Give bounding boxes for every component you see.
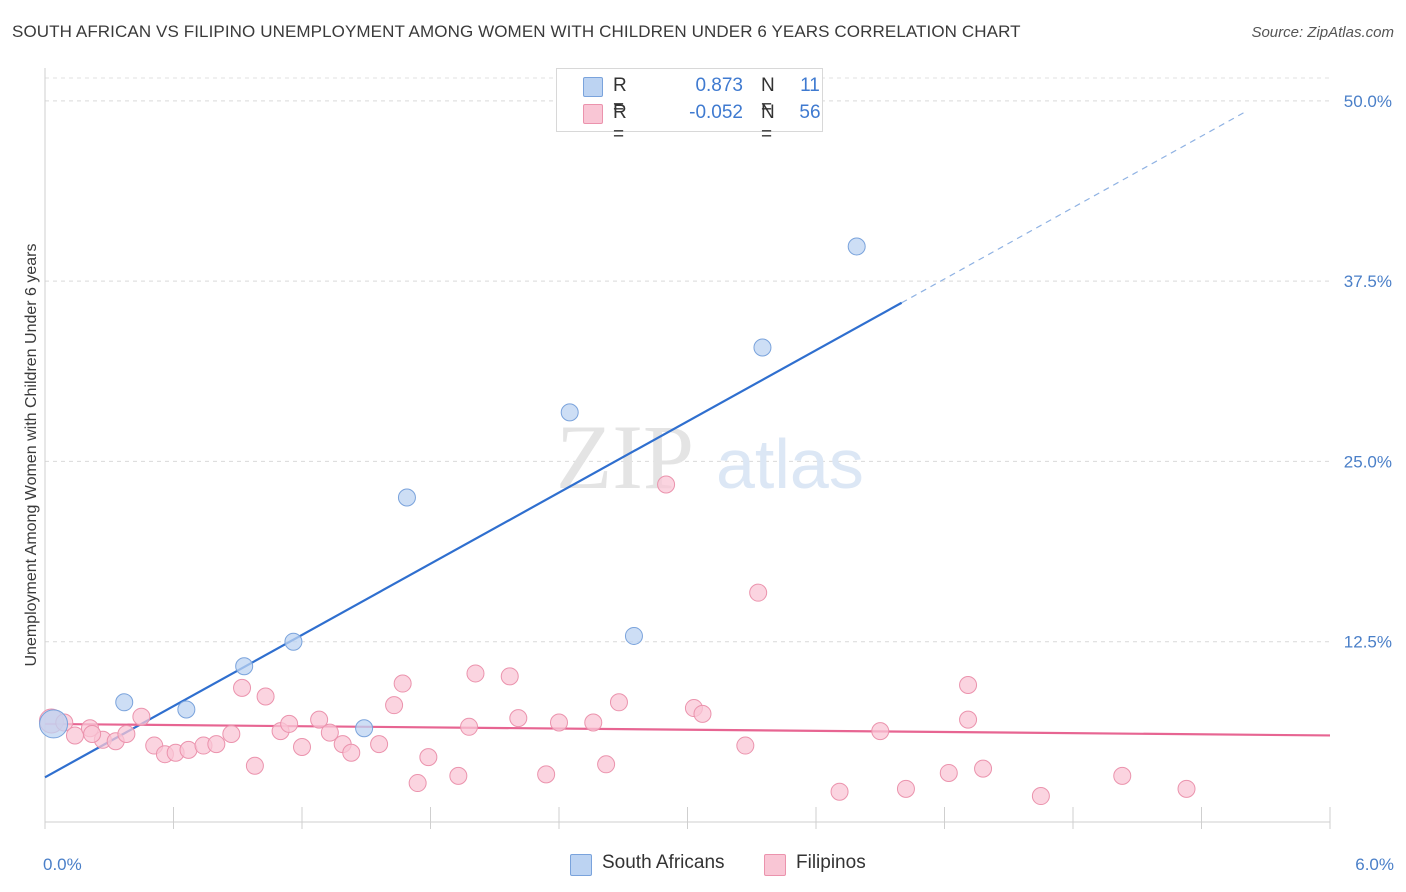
point-filipinos	[959, 675, 978, 694]
y-tick-labels: 12.5% 25.0% 37.5% 50.0%	[1344, 92, 1392, 652]
point-filipinos	[460, 717, 479, 736]
grid-lines	[45, 77, 1330, 643]
point-filipinos	[1031, 787, 1050, 806]
point-filipinos	[310, 710, 329, 729]
legend-n-label: N =	[761, 75, 775, 118]
point-filipinos	[550, 713, 568, 732]
point-filipinos	[736, 736, 755, 755]
y-tick-label: 12.5%	[1344, 633, 1392, 652]
point-filipinos	[233, 678, 252, 697]
point-filipinos	[207, 735, 226, 754]
point-south-africans	[847, 237, 866, 256]
point-filipinos	[896, 779, 915, 798]
legend-label-south-africans: South Africans	[602, 852, 725, 873]
y-axis-title: Unemployment Among Women with Children U…	[23, 243, 40, 666]
trend-line-south-africans	[44, 301, 903, 779]
legend-r-value: -0.052	[689, 102, 743, 123]
point-filipinos	[500, 667, 519, 686]
point-south-africans	[624, 626, 643, 645]
point-filipinos	[609, 693, 628, 712]
legend-swatch-filipinos	[764, 854, 786, 876]
point-filipinos	[830, 782, 849, 801]
point-filipinos	[871, 722, 890, 741]
point-filipinos	[597, 755, 616, 774]
point-filipinos	[320, 723, 339, 742]
point-filipinos	[449, 766, 468, 785]
point-south-africans	[397, 488, 416, 507]
point-filipinos	[959, 710, 978, 729]
point-filipinos	[132, 707, 151, 726]
point-filipinos	[65, 726, 84, 745]
point-filipinos	[83, 725, 102, 744]
point-south-africans	[284, 632, 303, 651]
watermark: ZIP atlas	[556, 406, 864, 508]
point-filipinos	[245, 756, 264, 775]
legend-n-value: 11	[800, 75, 820, 96]
point-filipinos	[749, 583, 768, 602]
point-filipinos	[179, 740, 198, 759]
legend-swatch-filipinos	[583, 104, 603, 124]
point-filipinos	[584, 713, 603, 732]
point-south-africans	[235, 657, 254, 676]
watermark-atlas: atlas	[716, 425, 864, 503]
y-tick-label: 50.0%	[1344, 92, 1392, 111]
point-filipinos	[393, 674, 412, 693]
point-filipinos	[117, 725, 136, 744]
point-south-africans	[115, 693, 134, 712]
point-south-africans	[753, 338, 772, 357]
y-tick-label: 37.5%	[1344, 272, 1392, 291]
point-filipinos	[256, 687, 275, 706]
series-legend: South Africans Filipinos	[0, 852, 1406, 876]
point-filipinos	[280, 714, 299, 733]
point-south-africans	[355, 719, 374, 738]
point-filipinos	[657, 475, 676, 494]
legend-n-label: N =	[761, 102, 775, 145]
point-filipinos	[408, 774, 427, 793]
point-south-africans	[560, 403, 579, 422]
legend-swatch-south-africans	[570, 854, 592, 876]
data-points	[38, 237, 1196, 806]
point-filipinos	[342, 743, 361, 762]
x-tick-label: 6.0%	[1355, 855, 1394, 874]
legend-r-label: R =	[613, 75, 627, 118]
point-filipinos	[466, 664, 485, 683]
legend-n-value: 56	[799, 102, 821, 123]
trend-extension-south-africans	[901, 111, 1245, 304]
x-tick-label: 0.0%	[43, 855, 82, 874]
legend-label-filipinos: Filipinos	[796, 852, 866, 873]
x-tick-labels: 0.0% 6.0%	[43, 855, 1394, 874]
legend-r-label: R =	[613, 102, 627, 145]
legend-r-value: 0.873	[695, 75, 743, 96]
point-filipinos	[222, 725, 241, 744]
legend-swatch-south-africans	[583, 77, 603, 97]
axes	[44, 68, 1331, 829]
point-filipinos	[293, 738, 311, 756]
point-filipinos	[693, 704, 712, 723]
point-filipinos	[939, 763, 958, 782]
point-south-africans	[39, 709, 69, 739]
point-filipinos	[509, 709, 528, 728]
point-filipinos	[537, 765, 556, 784]
y-tick-label: 25.0%	[1344, 452, 1392, 471]
point-filipinos	[385, 696, 404, 715]
correlation-legend: R = 0.873 N = 11 R = -0.052 N = 56	[556, 68, 823, 145]
trend-lines	[44, 111, 1331, 779]
source-note: Source: ZipAtlas.com	[1251, 24, 1394, 41]
point-filipinos	[1177, 779, 1196, 798]
point-filipinos	[974, 759, 993, 778]
point-filipinos	[370, 735, 389, 754]
point-filipinos	[419, 748, 438, 767]
point-filipinos	[1113, 766, 1132, 785]
chart-title: SOUTH AFRICAN VS FILIPINO UNEMPLOYMENT A…	[12, 22, 1021, 41]
trend-line-filipinos	[44, 722, 1331, 737]
point-south-africans	[177, 700, 196, 719]
